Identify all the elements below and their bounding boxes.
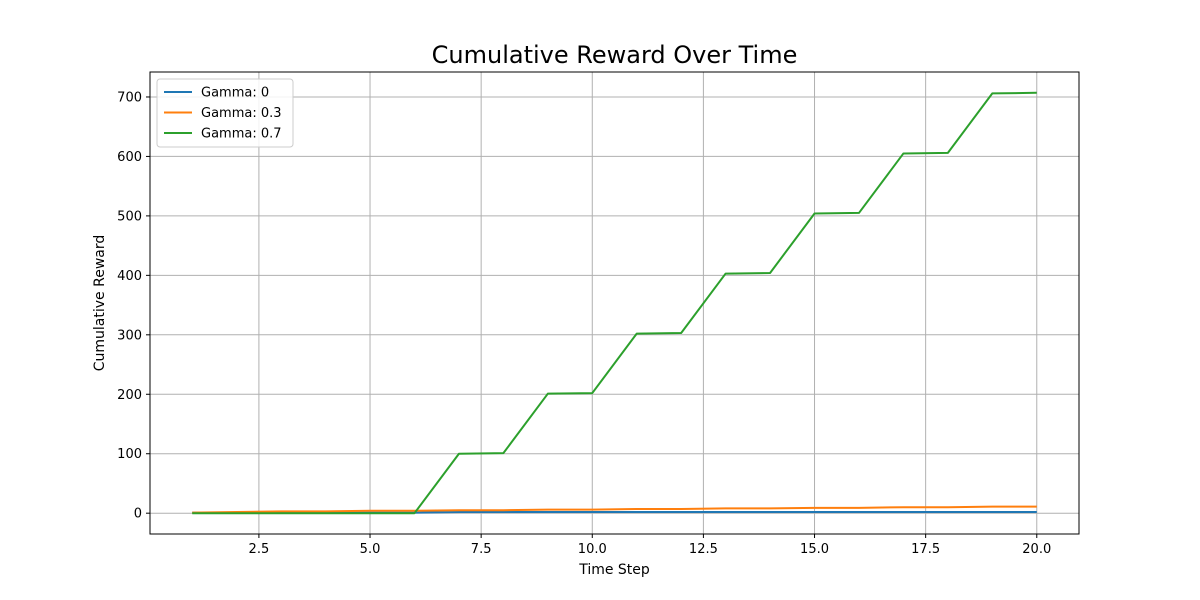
y-tick-label: 300 [117,328,142,343]
legend-label-2: Gamma: 0.7 [201,127,282,142]
series-line-1 [192,505,1037,514]
x-tick-label: 2.5 [249,542,270,557]
x-tick-label: 20.0 [1022,542,1051,557]
x-tick-label: 7.5 [471,542,492,557]
chart-title: Cumulative Reward Over Time [432,41,798,69]
legend: Gamma: 0 Gamma: 0.3 Gamma: 0.7 [156,78,294,148]
x-tick-label: 12.5 [689,542,718,557]
x-tick-label: 5.0 [360,542,381,557]
y-tick-label: 500 [117,209,142,224]
axis-ticks: 2.5 5.0 7.5 10.0 12.5 15.0 17.5 20.0 0 100 200 300 4… [117,90,1051,557]
legend-label-0: Gamma: 0 [201,86,269,101]
legend-label-1: Gamma: 0.3 [201,106,282,121]
legend-box [156,78,294,148]
x-axis-label: Time Step [578,562,650,578]
y-axis-label: Cumulative Reward [92,235,108,372]
plot-series [192,91,1037,515]
y-tick-label: 600 [117,150,142,165]
x-tick-label: 10.0 [578,542,607,557]
x-tick-label: 17.5 [911,542,940,557]
y-tick-label: 700 [117,90,142,105]
y-tick-label: 0 [134,507,142,522]
y-tick-label: 200 [117,388,142,403]
series-line-2 [192,91,1037,515]
grid [150,72,1079,534]
plot-frame [149,71,1080,535]
x-tick-label: 15.0 [800,542,829,557]
y-tick-label: 100 [117,447,142,462]
legend-items: Gamma: 0 Gamma: 0.3 Gamma: 0.7 [164,86,282,142]
y-tick-label: 400 [117,269,142,284]
